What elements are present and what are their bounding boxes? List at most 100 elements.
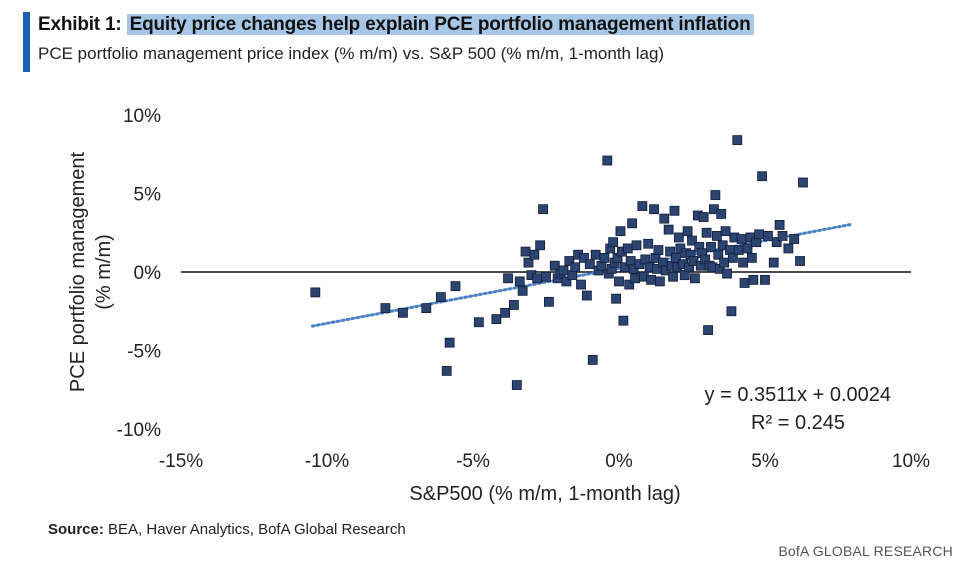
scatter-point xyxy=(491,314,502,325)
y-tick-labels: 10% 5% 0% -5% -10% xyxy=(117,106,161,441)
title-highlight: Equity price changes help explain PCE po… xyxy=(126,14,754,35)
y-axis-title: PCE portfolio management (% m/m) xyxy=(67,152,115,393)
scatter-point xyxy=(602,155,613,166)
scatter-point xyxy=(558,265,569,276)
x-axis-title: S&P500 (% m/m, 1-month lag) xyxy=(409,483,680,505)
scatter-point xyxy=(611,293,621,304)
scatter-point xyxy=(760,274,770,285)
scatter-point xyxy=(535,240,546,251)
scatter-points xyxy=(310,135,808,390)
scatter-point xyxy=(722,268,732,279)
y-tick-label: 0% xyxy=(134,263,162,284)
scatter-point xyxy=(508,300,519,310)
scatter-point xyxy=(665,246,675,257)
scatter-point xyxy=(739,278,750,288)
exhibit-title: Exhibit 1: Equity price changes help exp… xyxy=(38,14,754,36)
x-tick-label: -5% xyxy=(456,451,490,472)
scatter-point xyxy=(673,232,684,243)
scatter-point xyxy=(698,212,709,222)
scatter-point xyxy=(538,204,548,215)
scatter-point xyxy=(630,273,640,284)
scatter-point xyxy=(587,355,598,365)
scatter-point xyxy=(713,249,724,260)
x-tick-label: 0% xyxy=(605,451,633,472)
scatter-point xyxy=(500,307,511,318)
scatter-point xyxy=(771,237,782,248)
scatter-point xyxy=(763,230,773,241)
scatter-point xyxy=(450,281,461,292)
scatter-point xyxy=(653,245,664,255)
scatter-point xyxy=(754,229,765,240)
scatter-point xyxy=(757,171,767,182)
brand-footer: BofA GLOBAL RESEARCH xyxy=(778,543,953,559)
scatter-point xyxy=(441,366,452,376)
scatter-point xyxy=(703,325,713,335)
scatter-point xyxy=(544,296,554,307)
scatter-point xyxy=(774,219,785,230)
scatter-point xyxy=(608,237,619,248)
scatter-point xyxy=(529,249,540,260)
scatter-point xyxy=(517,285,528,296)
scatter-point xyxy=(503,273,513,284)
scatter-point xyxy=(789,234,800,244)
scatter-point xyxy=(768,257,779,268)
x-tick-label: 10% xyxy=(892,451,930,472)
scatter-point xyxy=(532,273,543,284)
source-text: BEA, Haver Analytics, BofA Global Resear… xyxy=(108,521,406,538)
scatter-point xyxy=(671,252,681,263)
scatter-point xyxy=(710,190,721,200)
scatter-point xyxy=(310,287,321,298)
equation-label: y = 0.3511x + 0.0024 xyxy=(705,384,891,406)
scatter-point xyxy=(732,135,743,146)
y-tick-label: 5% xyxy=(134,185,162,206)
exhibit-subtitle: PCE portfolio management price index (% … xyxy=(38,44,665,63)
scatter-point xyxy=(716,209,727,219)
scatter-point xyxy=(624,279,635,290)
scatter-point xyxy=(398,307,408,318)
scatter-point xyxy=(581,290,592,301)
scatter-point xyxy=(570,262,581,273)
scatter-point xyxy=(614,276,624,287)
scatter-point xyxy=(576,279,586,290)
scatter-point xyxy=(727,252,738,263)
scatter-point xyxy=(738,257,748,268)
scatter-point xyxy=(668,271,678,282)
scatter-point xyxy=(654,276,665,287)
y-axis-title-line-2: (% m/m) xyxy=(93,234,115,310)
scatter-point xyxy=(435,292,446,303)
scatter-point xyxy=(599,252,610,263)
r-squared-label: R² = 0.245 xyxy=(751,412,845,434)
scatter-point xyxy=(615,226,626,237)
source-label: Source: xyxy=(48,521,104,538)
scatter-point xyxy=(690,273,700,284)
scatter-point xyxy=(748,274,759,285)
scatter-point xyxy=(523,257,534,268)
scatter-point xyxy=(631,240,642,251)
scatter-point xyxy=(669,205,680,216)
scatter-point xyxy=(719,257,730,268)
scatter-point xyxy=(663,224,674,235)
scatter-point xyxy=(798,177,808,188)
y-tick-label: -10% xyxy=(117,420,161,441)
accent-bar xyxy=(23,12,30,72)
scatter-point xyxy=(622,243,633,254)
scatter-point xyxy=(473,317,484,328)
scatter-point xyxy=(646,274,657,285)
scatter-point xyxy=(659,213,670,224)
y-tick-label: -5% xyxy=(127,342,161,363)
scatter-point xyxy=(584,259,595,270)
scatter-point xyxy=(687,235,697,246)
scatter-point xyxy=(726,306,737,317)
scatter-point xyxy=(511,380,522,390)
scatter-point xyxy=(777,230,788,241)
scatter-point xyxy=(795,256,805,266)
scatter-point xyxy=(618,315,629,326)
scatter-point xyxy=(649,204,659,215)
scatter-point xyxy=(627,218,638,229)
x-tick-label: -10% xyxy=(305,451,349,472)
scatter-point xyxy=(421,303,432,314)
scatter-point xyxy=(564,256,575,266)
scatter-point xyxy=(733,245,744,255)
scatter-point xyxy=(637,201,648,211)
y-tick-label: 10% xyxy=(123,106,161,127)
